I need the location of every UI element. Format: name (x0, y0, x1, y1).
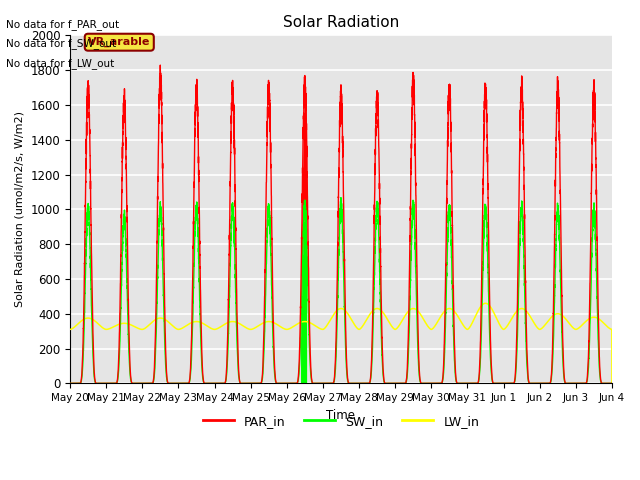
Text: No data for f_SW_out: No data for f_SW_out (6, 38, 116, 49)
X-axis label: Time: Time (326, 408, 355, 421)
Text: VR_arable: VR_arable (88, 37, 150, 48)
Text: No data for f_LW_out: No data for f_LW_out (6, 58, 115, 69)
Legend: PAR_in, SW_in, LW_in: PAR_in, SW_in, LW_in (198, 410, 484, 433)
Text: No data for f_PAR_out: No data for f_PAR_out (6, 19, 120, 30)
Y-axis label: Solar Radiation (umol/m2/s, W/m2): Solar Radiation (umol/m2/s, W/m2) (15, 111, 25, 307)
Title: Solar Radiation: Solar Radiation (283, 15, 399, 30)
